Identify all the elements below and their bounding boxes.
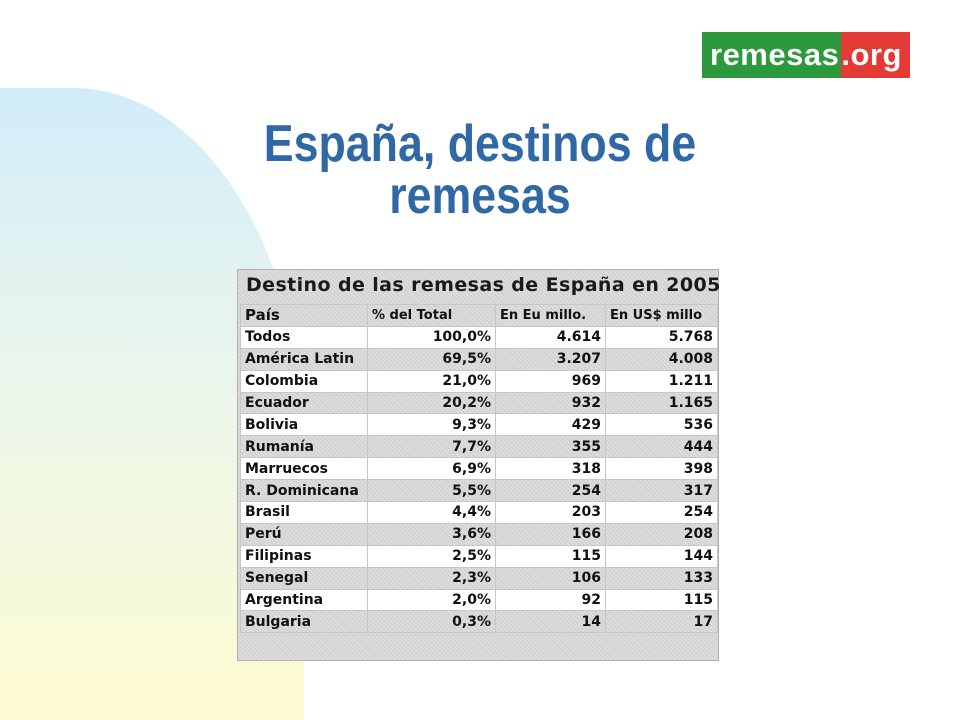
cell-country: Brasil bbox=[240, 501, 368, 524]
cell-dollars: 254 bbox=[605, 501, 718, 524]
cell-euros: 92 bbox=[495, 588, 606, 612]
cell-euros: 355 bbox=[495, 435, 606, 459]
cell-country: Argentina bbox=[240, 588, 368, 612]
cell-country: Ecuador bbox=[240, 391, 368, 415]
table-header-row: País % del Total En Eu millo. En US$ mil… bbox=[240, 304, 718, 327]
cell-percent: 2,0% bbox=[367, 588, 496, 612]
cell-country: Colombia bbox=[240, 369, 368, 393]
cell-country: R. Dominicana bbox=[240, 479, 368, 503]
table-title: Destino de las remesas de España en 2005 bbox=[246, 274, 721, 296]
cell-percent: 2,3% bbox=[367, 566, 496, 590]
cell-dollars: 536 bbox=[605, 413, 718, 437]
remittance-grid: País % del Total En Eu millo. En US$ mil… bbox=[240, 304, 718, 634]
cell-country: Bolivia bbox=[240, 413, 368, 437]
cell-country: Marruecos bbox=[240, 457, 368, 481]
cell-percent: 6,9% bbox=[367, 457, 496, 481]
cell-euros: 318 bbox=[495, 457, 606, 481]
cell-percent: 2,5% bbox=[367, 544, 496, 568]
table-row: Argentina 2,0% 92 115 bbox=[240, 588, 718, 612]
cell-dollars: 398 bbox=[605, 457, 718, 481]
header-dollars: En US$ millo bbox=[605, 304, 718, 327]
cell-country: Rumanía bbox=[240, 435, 368, 459]
cell-dollars: 4.008 bbox=[605, 347, 718, 371]
cell-euros: 203 bbox=[495, 501, 606, 524]
cell-percent: 21,0% bbox=[367, 369, 496, 393]
cell-dollars: 317 bbox=[605, 479, 718, 503]
header-percent: % del Total bbox=[367, 304, 496, 327]
cell-percent: 20,2% bbox=[367, 391, 496, 415]
logo-text-main: remesas bbox=[702, 32, 842, 78]
cell-dollars: 444 bbox=[605, 435, 718, 459]
cell-euros: 115 bbox=[495, 544, 606, 568]
table-row: Rumanía 7,7% 355 444 bbox=[240, 435, 718, 459]
cell-dollars: 133 bbox=[605, 566, 718, 590]
cell-euros: 254 bbox=[495, 479, 606, 503]
slide-title-line-2: remesas bbox=[389, 167, 571, 225]
table-row: Filipinas 2,5% 115 144 bbox=[240, 544, 718, 568]
cell-percent: 9,3% bbox=[367, 413, 496, 437]
table-row: Marruecos 6,9% 318 398 bbox=[240, 457, 718, 481]
table-row: Senegal 2,3% 106 133 bbox=[240, 566, 718, 590]
cell-percent: 0,3% bbox=[367, 610, 496, 634]
table-row: Perú 3,6% 166 208 bbox=[240, 522, 718, 546]
remesas-logo: remesas .org bbox=[702, 32, 910, 78]
cell-country: Todos bbox=[240, 325, 368, 349]
cell-percent: 7,7% bbox=[367, 435, 496, 459]
cell-dollars: 1.211 bbox=[605, 369, 718, 393]
cell-euros: 166 bbox=[495, 522, 606, 546]
cell-percent: 3,6% bbox=[367, 522, 496, 546]
cell-percent: 100,0% bbox=[367, 325, 496, 349]
cell-dollars: 144 bbox=[605, 544, 718, 568]
cell-euros: 932 bbox=[495, 391, 606, 415]
slide-title-line-1: España, destinos de bbox=[263, 115, 697, 173]
header-country: País bbox=[240, 304, 368, 327]
cell-country: Bulgaria bbox=[240, 610, 368, 634]
cell-dollars: 17 bbox=[605, 610, 718, 634]
cell-percent: 5,5% bbox=[367, 479, 496, 503]
cell-country: América Latin bbox=[240, 347, 368, 371]
cell-dollars: 115 bbox=[605, 588, 718, 612]
table-row: América Latin 69,5% 3.207 4.008 bbox=[240, 347, 718, 371]
table-row: Colombia 21,0% 969 1.211 bbox=[240, 369, 718, 393]
cell-euros: 4.614 bbox=[495, 325, 606, 349]
table-row: Todos 100,0% 4.614 5.768 bbox=[240, 325, 718, 349]
table-row: Brasil 4,4% 203 254 bbox=[240, 501, 718, 524]
cell-percent: 69,5% bbox=[367, 347, 496, 371]
table-row: R. Dominicana 5,5% 254 317 bbox=[240, 479, 718, 503]
cell-country: Filipinas bbox=[240, 544, 368, 568]
cell-euros: 106 bbox=[495, 566, 606, 590]
cell-euros: 14 bbox=[495, 610, 606, 634]
cell-country: Perú bbox=[240, 522, 368, 546]
table-row: Bolivia 9,3% 429 536 bbox=[240, 413, 718, 437]
cell-dollars: 5.768 bbox=[605, 325, 718, 349]
table-row: Bulgaria 0,3% 14 17 bbox=[240, 610, 718, 634]
cell-dollars: 1.165 bbox=[605, 391, 718, 415]
header-euros: En Eu millo. bbox=[495, 304, 606, 327]
table-row: Ecuador 20,2% 932 1.165 bbox=[240, 391, 718, 415]
cell-country: Senegal bbox=[240, 566, 368, 590]
cell-dollars: 208 bbox=[605, 522, 718, 546]
logo-text-domain: .org bbox=[841, 32, 910, 78]
cell-euros: 969 bbox=[495, 369, 606, 393]
cell-euros: 429 bbox=[495, 413, 606, 437]
slide-title: España, destinos de remesas bbox=[188, 118, 773, 222]
cell-euros: 3.207 bbox=[495, 347, 606, 371]
cell-percent: 4,4% bbox=[367, 501, 496, 524]
remittance-table: Destino de las remesas de España en 2005… bbox=[237, 269, 721, 661]
